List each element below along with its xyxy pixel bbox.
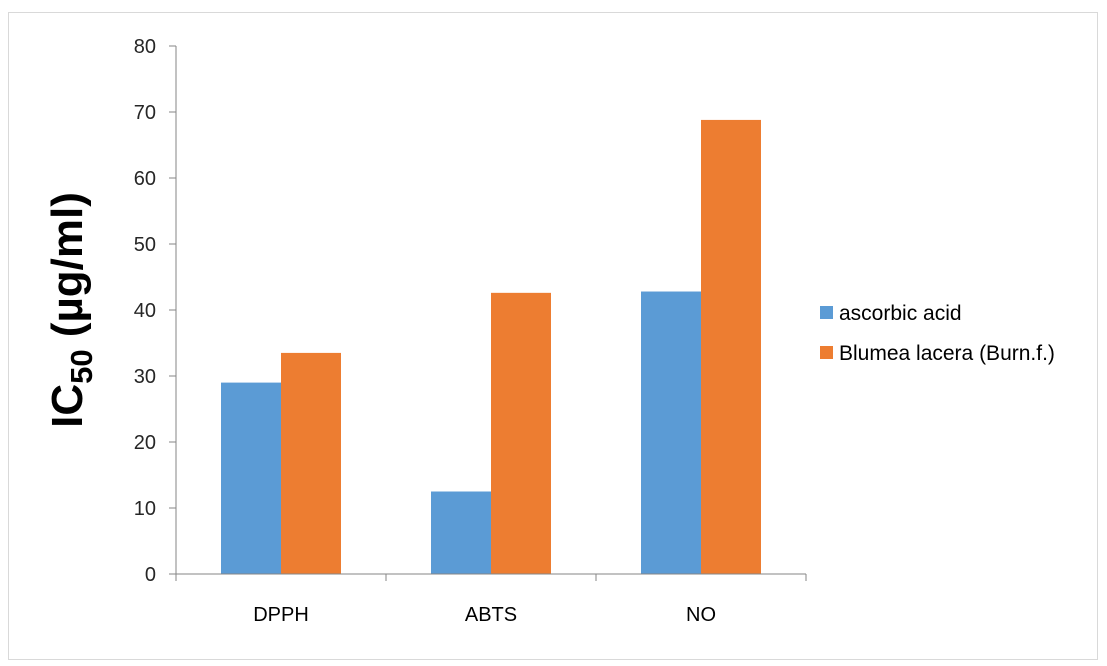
x-tick-label: DPPH <box>253 604 309 626</box>
y-tick-label: 30 <box>134 366 156 388</box>
legend-swatch <box>820 306 833 319</box>
bar-dpph-ascorbic-acid <box>221 382 281 574</box>
legend: ascorbic acid Blumea lacera (Burn.f.) <box>820 302 1055 365</box>
y-axis-ticks: 0 10 20 30 40 50 60 70 80 <box>134 36 176 586</box>
bar-abts-ascorbic-acid <box>431 491 491 574</box>
x-tick-label: NO <box>686 604 716 626</box>
bar-no-blumea-lacera <box>701 119 761 575</box>
x-axis-ticks <box>175 574 807 581</box>
x-axis-labels: DPPH ABTS NO <box>253 604 716 626</box>
y-tick-label: 10 <box>134 498 156 520</box>
bar-abts-blumea-lacera <box>491 292 551 574</box>
y-tick-label: 80 <box>134 36 156 58</box>
bars <box>221 119 761 575</box>
bar-dpph-blumea-lacera <box>281 352 341 574</box>
y-tick-label: 0 <box>145 564 156 586</box>
x-tick-label: ABTS <box>465 604 517 626</box>
y-tick-label: 40 <box>134 300 156 322</box>
y-tick-label: 70 <box>134 102 156 124</box>
y-tick-label: 20 <box>134 432 156 454</box>
legend-swatch <box>820 346 833 359</box>
y-tick-label: 50 <box>134 234 156 256</box>
legend-label: ascorbic acid <box>839 302 962 325</box>
legend-label: Blumea lacera (Burn.f.) <box>839 342 1055 365</box>
y-axis-title: IC50 (µg/ml) <box>43 192 99 428</box>
chart-frame <box>8 12 1098 660</box>
bar-no-ascorbic-acid <box>641 291 701 574</box>
y-tick-label: 60 <box>134 168 156 190</box>
